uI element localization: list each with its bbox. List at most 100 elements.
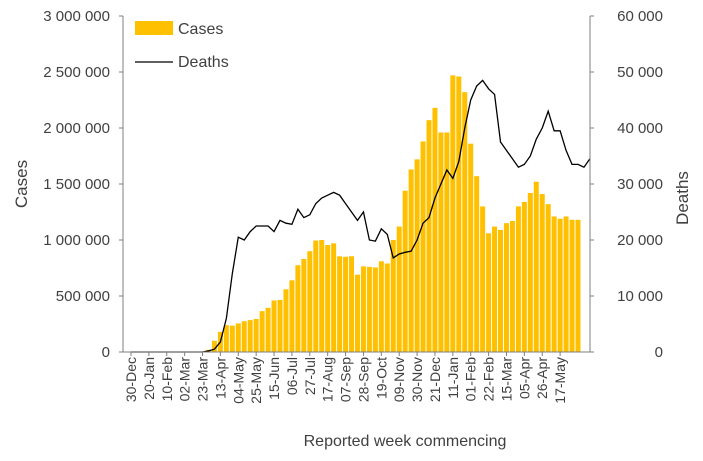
x-tick-label: 09-Nov	[391, 357, 407, 402]
cases-bar	[343, 256, 349, 352]
x-tick-label: 05-Apr	[516, 357, 532, 399]
cases-bar	[235, 323, 241, 352]
legend: Cases Deaths	[135, 21, 229, 71]
legend-deaths-label: Deaths	[178, 54, 229, 71]
legend-cases-label: Cases	[178, 21, 223, 38]
cases-bar	[563, 216, 569, 352]
cases-bar	[414, 159, 420, 352]
left-tick-labels: 0 500 000 1 000 000 1 500 000 2 000 000 2 500…	[43, 8, 110, 361]
cases-bar	[390, 240, 396, 352]
x-tick-label: 13-Apr	[212, 357, 228, 399]
x-tick-label: 11-Jan	[445, 357, 461, 399]
x-tick-label: 07-Sep	[338, 357, 354, 402]
left-tick-label: 2 500 000	[43, 64, 110, 81]
right-tick-label: 10 000	[617, 288, 663, 305]
x-tick-label: 10-Feb	[159, 357, 175, 402]
cases-bar	[283, 289, 289, 352]
cases-bar	[295, 265, 301, 352]
cases-bar	[486, 233, 492, 352]
cases-bar	[426, 120, 432, 352]
cases-bar	[402, 190, 408, 352]
cases-bar	[432, 107, 438, 352]
y-right-axis-title: Deaths	[673, 171, 692, 225]
cases-bar	[223, 325, 229, 352]
cases-bar	[557, 218, 563, 352]
cases-bar	[319, 240, 325, 352]
x-tick-label: 26-Apr	[534, 357, 550, 399]
cases-bar	[509, 220, 515, 352]
cases-bar	[331, 243, 337, 352]
cases-bar	[408, 169, 414, 352]
right-tick-label: 60 000	[617, 8, 663, 25]
cases-bar	[271, 300, 277, 352]
cases-bar	[265, 307, 271, 352]
cases-bar	[396, 226, 402, 352]
cases-bar	[444, 132, 450, 352]
x-tick-label: 06-Jul	[284, 357, 300, 395]
x-tick-label: 04-May	[230, 357, 246, 404]
cases-bar	[241, 321, 247, 352]
cases-bar	[456, 76, 462, 352]
cases-bar	[551, 216, 557, 352]
cases-bar	[354, 274, 360, 352]
right-tick-label: 20 000	[617, 232, 663, 249]
cases-bar	[349, 256, 355, 352]
cases-bar	[259, 311, 265, 352]
cases-bar	[539, 194, 545, 352]
x-tick-label: 23-Mar	[195, 357, 211, 402]
x-tick-label: 19-Oct	[373, 357, 389, 399]
cases-bar	[301, 259, 307, 352]
cases-bar	[313, 240, 319, 352]
cases-bar	[515, 206, 521, 352]
x-tick-label: 30-Nov	[409, 357, 425, 402]
cases-bar	[498, 229, 504, 352]
cases-bar	[492, 226, 498, 352]
cases-bar	[247, 320, 253, 352]
cases-bar	[521, 201, 527, 352]
left-tick-label: 500 000	[56, 288, 110, 305]
right-tick-labels: 0 10 000 20 000 30 000 40 000 50 000 60 000	[617, 8, 663, 361]
x-tick-labels: 30-Dec 20-Jan 10-Feb 02-Mar 23-Mar 13-Apr 04-M…	[123, 357, 568, 404]
cases-bar	[372, 267, 378, 352]
x-tick-label: 15-Jun	[266, 357, 282, 400]
cases-bar	[378, 261, 384, 352]
cases-bar	[384, 263, 390, 352]
x-tick-label: 22-Feb	[481, 357, 497, 402]
axis-ticks	[119, 15, 594, 356]
cases-bar	[253, 318, 259, 352]
cases-bar	[474, 176, 480, 352]
cases-bar	[325, 245, 331, 352]
cases-bar	[289, 280, 295, 352]
x-tick-label: 15-Mar	[498, 357, 514, 402]
left-tick-label: 1 500 000	[43, 176, 110, 193]
cases-bar	[229, 325, 235, 352]
cases-bar	[468, 143, 474, 352]
right-tick-label: 0	[655, 344, 663, 361]
x-tick-label: 17-Aug	[320, 357, 336, 402]
cases-bar	[503, 223, 509, 352]
cases-bar	[366, 266, 372, 352]
x-tick-label: 30-Dec	[123, 357, 139, 402]
cases-bar	[307, 251, 313, 352]
x-tick-label: 01-Feb	[463, 357, 479, 402]
deaths-line	[131, 79, 591, 353]
cases-bar	[569, 219, 575, 352]
x-tick-label: 17-May	[552, 357, 568, 404]
x-axis-title: Reported week commencing	[304, 433, 507, 450]
left-tick-label: 1 000 000	[43, 232, 110, 249]
right-tick-label: 30 000	[617, 176, 663, 193]
cases-bar	[420, 141, 426, 352]
x-tick-label: 20-Jan	[141, 357, 157, 400]
left-tick-label: 0	[102, 344, 110, 361]
x-tick-label: 21-Dec	[427, 357, 443, 402]
cases-bar	[527, 192, 533, 352]
cases-bar	[533, 181, 539, 352]
cases-bar	[462, 92, 468, 352]
cases-bars	[200, 75, 581, 353]
y-left-axis-title: Cases	[12, 160, 31, 208]
cases-bar	[337, 256, 343, 352]
cases-bar	[211, 340, 217, 352]
cases-bar	[545, 204, 551, 352]
left-tick-label: 2 000 000	[43, 120, 110, 137]
